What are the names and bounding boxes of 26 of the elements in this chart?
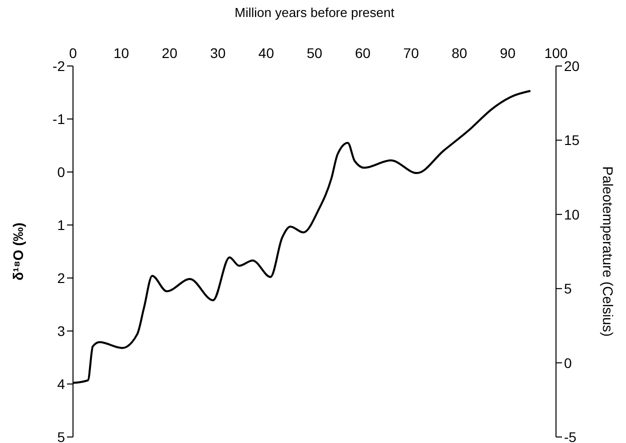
y2-axis-title: Paleotemperature (Celsius): [600, 166, 616, 337]
x-tick-label: 60: [355, 45, 371, 61]
x-axis-title: Million years before present: [234, 5, 395, 20]
x-tick-label: 90: [500, 45, 516, 61]
y2-tick-label: 5: [564, 280, 572, 297]
x-tick-label: 40: [258, 45, 274, 61]
y-tick-label: -2: [52, 58, 66, 74]
x-tick-label: 0: [69, 45, 78, 61]
x-tick-label: 80: [452, 45, 468, 61]
y-axis-title: δ¹⁸O (‰): [10, 222, 26, 280]
x-tick-label: 50: [306, 45, 322, 61]
y-tick-label: 2: [57, 270, 66, 286]
y-tick-label: 4: [57, 376, 66, 392]
x-tick-label: 70: [403, 45, 420, 61]
x-tick-label: 10: [114, 45, 130, 61]
y2-tick-label: -5: [564, 428, 577, 443]
y2-tick-label: 0: [564, 354, 572, 371]
y-tick-label: 1: [57, 216, 66, 233]
y-tick-label: 0: [57, 164, 66, 180]
x-tick-label: 30: [210, 45, 226, 61]
y2-tick-label: 15: [564, 132, 580, 148]
y-tick-label: 3: [57, 322, 66, 339]
x-tick-label: 20: [162, 45, 178, 61]
y-tick-label: 5: [57, 428, 66, 443]
y2-tick-label: 10: [564, 206, 580, 222]
y-tick-label: -1: [52, 110, 66, 127]
